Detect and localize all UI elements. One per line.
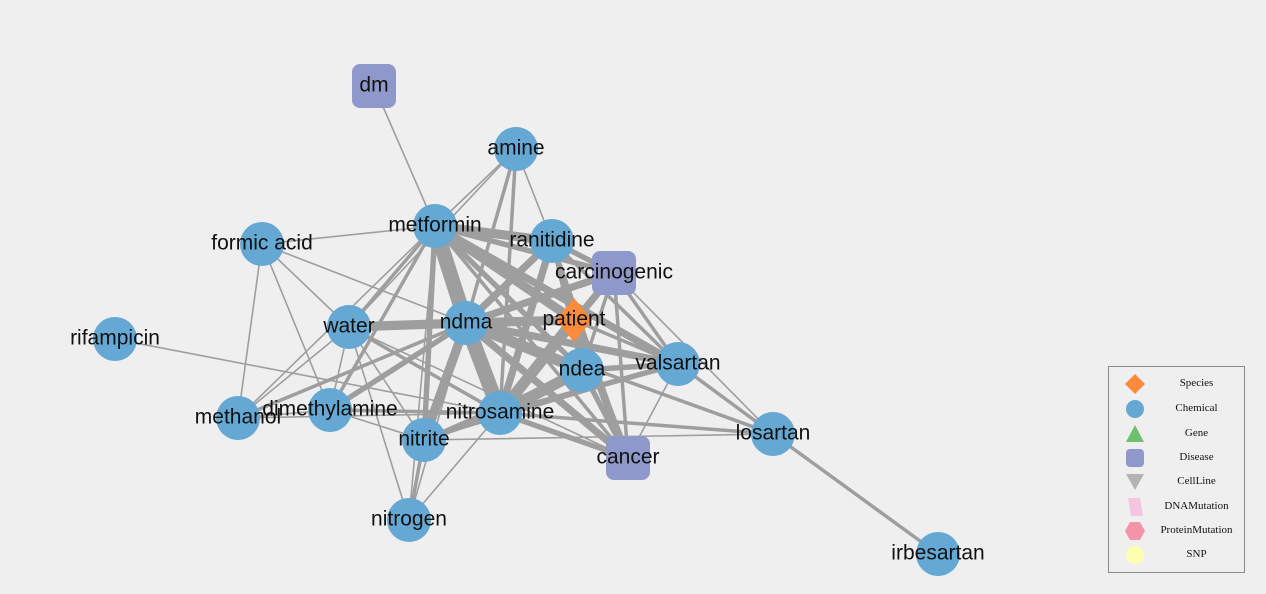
node-metformin[interactable] <box>413 204 457 248</box>
node-methanol[interactable] <box>216 396 260 440</box>
edge-water-nitrosamine <box>347 325 502 415</box>
circle-icon <box>1126 546 1144 564</box>
edge-rifampicin-nitrosamine <box>114 338 501 414</box>
edge-formic_acid-methanol <box>237 243 263 419</box>
parallelogram-icon <box>1128 498 1143 516</box>
node-irbesartan[interactable] <box>916 532 960 576</box>
edge-carcinogenic-ndma <box>462 269 618 327</box>
node-patient[interactable] <box>556 298 592 342</box>
legend-label-disease: Disease <box>1179 451 1214 463</box>
edge-dm-metformin <box>373 85 436 227</box>
edge-water-nitrogen <box>348 326 410 521</box>
legend-item-snp: SNP <box>1109 544 1244 566</box>
edge-metformin-nitrite <box>421 223 438 443</box>
node-ranitidine[interactable] <box>530 219 574 263</box>
node-water[interactable] <box>327 305 371 349</box>
triangle-icon <box>1126 425 1144 442</box>
legend-cellline-swatch <box>1126 474 1144 490</box>
legend-label-snp: SNP <box>1186 548 1207 560</box>
node-carcinogenic[interactable] <box>592 251 636 295</box>
hexagon-icon <box>1125 522 1145 540</box>
node-formic_acid[interactable] <box>240 222 284 266</box>
legend-item-chemical: Chemical <box>1109 398 1244 420</box>
legend-label-chemical: Chemical <box>1175 402 1218 414</box>
legend-label-cellline: CellLine <box>1177 475 1216 487</box>
edge-ranitidine-nitrosamine <box>496 237 556 417</box>
edge-metformin-carcinogenic <box>432 223 617 276</box>
legend-gene-swatch <box>1126 425 1144 442</box>
legend-item-proteinmutation: ProteinMutation <box>1109 520 1244 542</box>
node-ndma[interactable] <box>444 301 488 345</box>
legend-label-gene: Gene <box>1184 427 1209 439</box>
node-nitrosamine[interactable] <box>478 391 522 435</box>
legend-label-species: Species <box>1179 377 1214 389</box>
node-nitrite[interactable] <box>402 418 446 462</box>
legend-disease-swatch <box>1126 449 1144 467</box>
down-triangle-icon <box>1126 474 1144 490</box>
node-dm[interactable] <box>352 64 396 108</box>
node-valsartan[interactable] <box>656 342 700 386</box>
legend-item-cellline: CellLine <box>1109 471 1244 493</box>
legend-label-dnamutation: DNAMutation <box>1164 500 1229 512</box>
legend-item-dnamutation: DNAMutation <box>1109 496 1244 518</box>
node-nitrogen[interactable] <box>387 498 431 542</box>
legend-item-gene: Gene <box>1109 423 1244 445</box>
legend-chemical-swatch <box>1126 400 1144 418</box>
node-rifampicin[interactable] <box>93 317 137 361</box>
node-ndea[interactable] <box>560 348 604 392</box>
legend-species-swatch <box>1125 374 1145 394</box>
edge-formic_acid-dimethylamine <box>261 243 331 411</box>
legend-item-species: Species <box>1109 373 1244 395</box>
circle-icon <box>1126 400 1144 418</box>
edge-nitrosamine-nitrogen <box>408 412 501 521</box>
node-losartan[interactable] <box>751 412 795 456</box>
node-amine[interactable] <box>494 127 538 171</box>
edge-ndma-dimethylamine <box>327 320 469 413</box>
legend-label-proteinmutation: ProteinMutation <box>1160 524 1233 536</box>
edge-nitrosamine-losartan <box>498 411 775 436</box>
edge-water-nitrite <box>348 326 425 441</box>
edge-ndma-nitrogen <box>408 322 467 521</box>
edge-ndma-valsartan <box>462 319 682 368</box>
legend-dnamutation-swatch <box>1128 498 1143 516</box>
edge-formic_acid-metformin <box>261 225 436 245</box>
rounded-square-icon <box>1126 449 1144 467</box>
edge-metformin-dimethylamine <box>328 224 437 412</box>
legend-item-disease: Disease <box>1109 447 1244 469</box>
node-dimethylamine[interactable] <box>308 388 352 432</box>
edge-nitrite-losartan <box>423 433 774 441</box>
edge-dimethylamine-nitrosamine <box>328 408 502 415</box>
edge-metformin-nitrogen <box>408 225 436 521</box>
node-layer <box>93 64 960 576</box>
edge-metformin-water <box>347 224 437 329</box>
edge-losartan-irbesartan <box>771 432 940 556</box>
legend-proteinmutation-swatch <box>1125 522 1145 540</box>
node-cancer[interactable] <box>606 436 650 480</box>
legend-snp-swatch <box>1126 546 1144 564</box>
diamond-icon <box>1125 374 1145 394</box>
edge-ndma-methanol <box>236 321 468 420</box>
legend: Species Chemical Gene Disease CellLine D… <box>1108 366 1245 573</box>
